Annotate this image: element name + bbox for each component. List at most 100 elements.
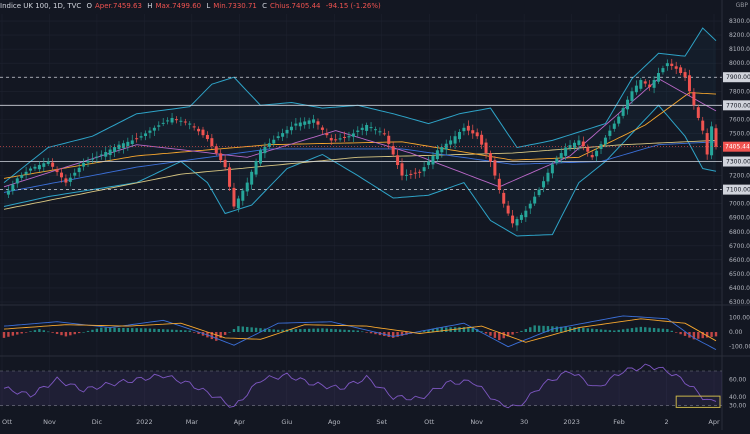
- macd-histogram-bar: [369, 332, 373, 334]
- macd-histogram-bar: [73, 332, 76, 335]
- candle-body: [480, 134, 484, 145]
- high-value: Max.7499.60: [155, 2, 202, 10]
- macd-histogram-bar: [42, 330, 46, 332]
- currency-label: GBP: [735, 2, 748, 9]
- candle-body: [223, 159, 227, 168]
- macd-histogram-bar: [657, 328, 660, 332]
- candle-body: [626, 99, 630, 110]
- macd-histogram-bar: [215, 332, 218, 341]
- candle-body: [82, 162, 86, 167]
- macd-histogram-bar: [144, 328, 147, 332]
- candle-body: [643, 81, 647, 84]
- x-tick-label: 2: [664, 418, 668, 426]
- candle-body: [692, 91, 696, 106]
- close-label: C: [262, 2, 267, 10]
- candle-body: [400, 163, 404, 176]
- candle-body: [506, 205, 510, 214]
- macd-histogram-bar: [281, 329, 284, 332]
- candle-body: [683, 72, 687, 78]
- candle-body: [427, 161, 431, 166]
- candle-body: [126, 141, 130, 147]
- symbol-title[interactable]: Indice UK 100, 1D, TVC: [0, 2, 82, 10]
- candle-body: [152, 127, 156, 131]
- open-label: O: [86, 2, 93, 10]
- bollinger-lower-line: [3, 104, 717, 237]
- candle-body: [90, 158, 94, 160]
- macd-histogram-bar: [635, 327, 638, 332]
- x-tick-label: Ott: [424, 418, 435, 426]
- candle-body: [378, 131, 382, 133]
- rsi-y-tick: 40.00: [729, 394, 746, 401]
- macd-histogram-bar: [582, 327, 585, 332]
- candle-body: [245, 182, 249, 192]
- candle-body: [285, 129, 289, 134]
- candle-body: [687, 75, 691, 92]
- y-tick-label: 8300.00: [729, 18, 750, 25]
- macd-histogram-bar: [259, 328, 262, 332]
- macd-histogram-bar: [241, 326, 245, 332]
- candle-body: [621, 108, 625, 116]
- macd-histogram-bar: [387, 332, 390, 337]
- macd-histogram-bar: [705, 332, 709, 338]
- macd-histogram-bar: [356, 330, 359, 332]
- rsi-y-tick: 30.00: [729, 403, 746, 410]
- y-tick-label: 6300.00: [729, 299, 750, 306]
- candle-body: [320, 127, 324, 130]
- macd-histogram-bar: [294, 329, 298, 332]
- macd-histogram-bar: [480, 331, 483, 332]
- candle-body: [166, 120, 170, 122]
- x-tick-label: Nov: [43, 418, 56, 426]
- macd-histogram-bar: [652, 327, 656, 332]
- macd-histogram-bar: [312, 328, 315, 332]
- candle-body: [77, 167, 81, 173]
- candle-body: [241, 190, 245, 201]
- macd-histogram-bar: [520, 330, 523, 332]
- candle-body: [289, 126, 293, 131]
- candle-body: [46, 161, 50, 164]
- candle-body: [73, 172, 77, 176]
- candle-body: [214, 146, 218, 154]
- candle-body: [648, 84, 652, 88]
- macd-y-tick: -100.00: [729, 344, 750, 351]
- candle-body: [440, 146, 444, 153]
- candle-body: [254, 161, 258, 175]
- ma-purple-line: [3, 78, 717, 188]
- macd-histogram-bar: [334, 329, 337, 332]
- macd-histogram-bar: [697, 332, 700, 339]
- macd-histogram-bar: [674, 332, 678, 333]
- macd-histogram-bar: [343, 329, 346, 332]
- macd-histogram-bar: [555, 326, 558, 332]
- macd-histogram-bar: [210, 332, 214, 340]
- macd-histogram-bar: [184, 330, 187, 332]
- macd-histogram-bar: [157, 328, 160, 332]
- candle-body: [581, 141, 585, 147]
- macd-histogram-bar: [710, 332, 713, 337]
- macd-histogram-bar: [316, 328, 320, 332]
- candle-body: [497, 178, 501, 190]
- candle-body: [37, 165, 41, 170]
- candle-body: [458, 132, 462, 140]
- macd-histogram-bar: [361, 331, 364, 333]
- x-tick-label: Ott: [2, 418, 13, 426]
- macd-histogram-bar: [338, 329, 342, 332]
- macd-histogram-bar: [515, 332, 519, 333]
- candle-body: [68, 177, 72, 182]
- candle-body: [431, 155, 435, 165]
- macd-histogram-bar: [400, 332, 404, 336]
- candle-body: [360, 127, 364, 130]
- candle-body: [422, 167, 426, 172]
- candle-body: [564, 147, 568, 156]
- macd-histogram-bar: [586, 328, 589, 332]
- macd-histogram-bar: [458, 327, 461, 332]
- rsi-band: [0, 371, 722, 406]
- level-label: 7100.00: [726, 187, 750, 194]
- candle-body: [15, 178, 19, 184]
- macd-histogram-bar: [511, 332, 514, 335]
- macd-histogram-bar: [608, 330, 612, 332]
- candle-body: [519, 214, 523, 220]
- candle-body: [11, 184, 15, 191]
- macd-histogram-bar: [122, 327, 125, 332]
- macd-histogram-bar: [139, 328, 143, 332]
- macd-histogram-bar: [153, 328, 156, 332]
